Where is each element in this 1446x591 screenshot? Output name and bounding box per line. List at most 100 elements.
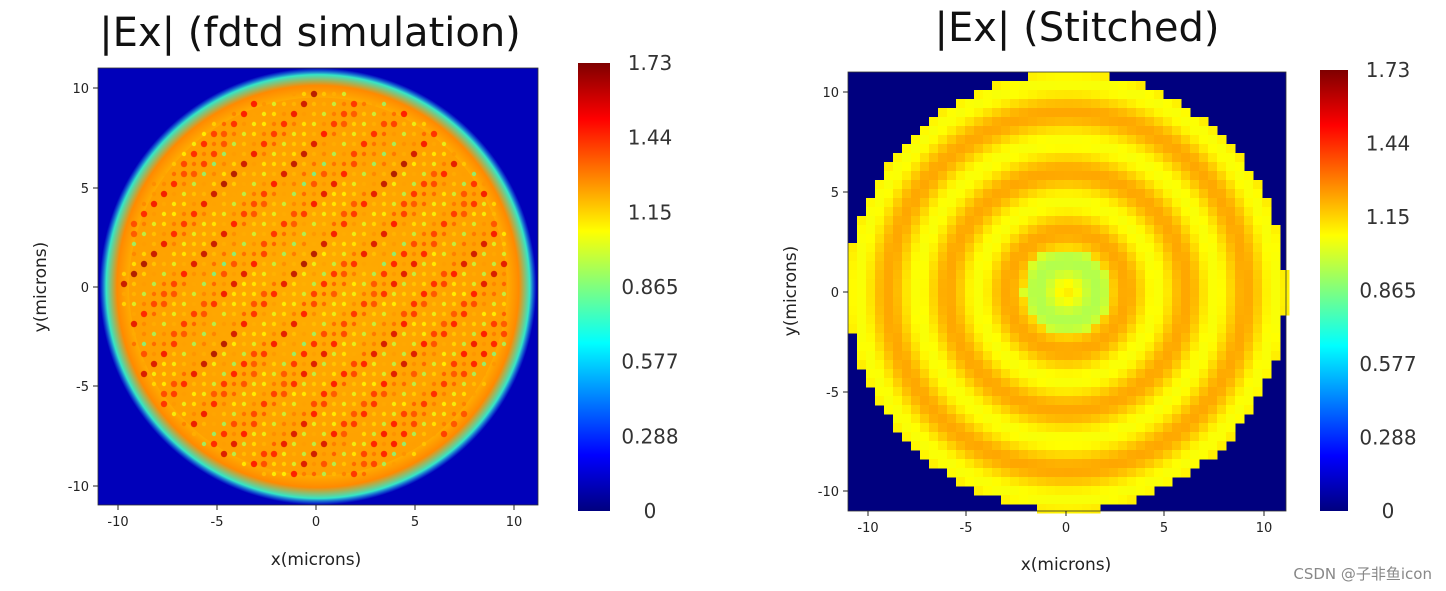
heatmap-speckle (481, 301, 487, 307)
heatmap-speckle (160, 240, 168, 248)
heatmap-speckle (430, 390, 438, 398)
heatmap-cell (1253, 243, 1263, 253)
heatmap-speckle (300, 370, 308, 378)
heatmap-speckle (320, 350, 328, 358)
heatmap-speckle (351, 321, 357, 327)
heatmap-cell (1226, 342, 1236, 352)
heatmap-speckle (130, 270, 138, 278)
heatmap-speckle (451, 381, 457, 387)
heatmap-cell (1028, 423, 1038, 433)
heatmap-cell (929, 297, 939, 307)
heatmap-cell (902, 396, 912, 406)
heatmap-cell (992, 387, 1002, 397)
heatmap-cell (902, 198, 912, 208)
heatmap-cell (857, 324, 867, 334)
heatmap-cell (1127, 225, 1137, 235)
heatmap-cell (992, 144, 1002, 154)
heatmap-speckle (320, 330, 328, 338)
heatmap-cell (1118, 90, 1128, 100)
heatmap-cell (1001, 405, 1011, 415)
heatmap-cell (1082, 441, 1092, 451)
heatmap-cell (1136, 315, 1146, 325)
heatmap-cell (1163, 180, 1173, 190)
heatmap-speckle (231, 431, 237, 437)
heatmap-speckle (351, 191, 357, 197)
heatmap-cell (1154, 153, 1164, 163)
heatmap-speckle (340, 370, 348, 378)
heatmap-cell (1163, 396, 1173, 406)
heatmap-cell (965, 135, 975, 145)
heatmap-speckle (221, 161, 227, 167)
heatmap-cell (1046, 216, 1056, 226)
heatmap-speckle (371, 221, 377, 227)
heatmap-speckle (280, 380, 288, 388)
heatmap-cell (938, 324, 948, 334)
heatmap-cell (974, 306, 984, 316)
heatmap-cell (1271, 333, 1281, 343)
heatmap-speckle (340, 210, 348, 218)
heatmap-speckle (341, 401, 347, 407)
heatmap-speckle (451, 151, 457, 157)
heatmap-cell (920, 288, 930, 298)
heatmap-speckle (330, 290, 338, 298)
heatmap-speckle (261, 261, 267, 267)
heatmap-speckle (270, 290, 278, 298)
heatmap-cell (1001, 441, 1011, 451)
heatmap-cell (938, 450, 948, 460)
heatmap-cell (1073, 144, 1083, 154)
heatmap-cell (938, 423, 948, 433)
heatmap-cell (1055, 225, 1065, 235)
heatmap-speckle (170, 380, 178, 388)
heatmap-speckle (440, 280, 448, 288)
heatmap-cell (1244, 315, 1254, 325)
heatmap-speckle (431, 211, 437, 217)
heatmap-speckle (241, 231, 247, 237)
heatmap-cell (1019, 360, 1029, 370)
heatmap-cell (1208, 198, 1218, 208)
heatmap-cell (929, 117, 939, 127)
heatmap-cell (983, 450, 993, 460)
heatmap-cell (911, 234, 921, 244)
heatmap-cell (1055, 99, 1065, 109)
heatmap-cell (1271, 261, 1281, 271)
heatmap-cell (1226, 207, 1236, 217)
heatmap-cell (1100, 198, 1110, 208)
heatmap-cell (1181, 306, 1191, 316)
heatmap-cell (857, 297, 867, 307)
heatmap-cell (1217, 396, 1227, 406)
heatmap-cell (1073, 288, 1083, 298)
heatmap-cell (974, 216, 984, 226)
heatmap-speckle (181, 261, 187, 267)
heatmap-speckle (331, 441, 337, 447)
heatmap-cell (1019, 324, 1029, 334)
heatmap-speckle (281, 431, 287, 437)
heatmap-speckle (321, 91, 327, 97)
heatmap-cell (947, 189, 957, 199)
heatmap-cell (1064, 486, 1074, 496)
heatmap-cell (1046, 171, 1056, 181)
heatmap-cell (1127, 252, 1137, 262)
heatmap-cell (1055, 468, 1065, 478)
heatmap-cell (965, 270, 975, 280)
heatmap-speckle (390, 120, 398, 128)
heatmap-cell (974, 288, 984, 298)
heatmap-speckle (461, 401, 467, 407)
heatmap-cell (947, 261, 957, 271)
heatmap-cell (1199, 423, 1209, 433)
heatmap-speckle (391, 251, 397, 257)
heatmap-cell (947, 297, 957, 307)
heatmap-cell (920, 450, 930, 460)
y-axis-label: y(microns) (31, 242, 51, 333)
heatmap-cell (1244, 171, 1254, 181)
heatmap-speckle (461, 291, 467, 297)
heatmap-cell (1001, 162, 1011, 172)
heatmap-cell (947, 351, 957, 361)
heatmap-speckle (241, 221, 247, 227)
heatmap-cell (1010, 171, 1020, 181)
heatmap-speckle (301, 341, 307, 347)
heatmap-cell (1145, 270, 1155, 280)
heatmap-speckle (471, 211, 477, 217)
heatmap-cell (1217, 333, 1227, 343)
heatmap-cell (1046, 369, 1056, 379)
heatmap-speckle (461, 391, 467, 397)
